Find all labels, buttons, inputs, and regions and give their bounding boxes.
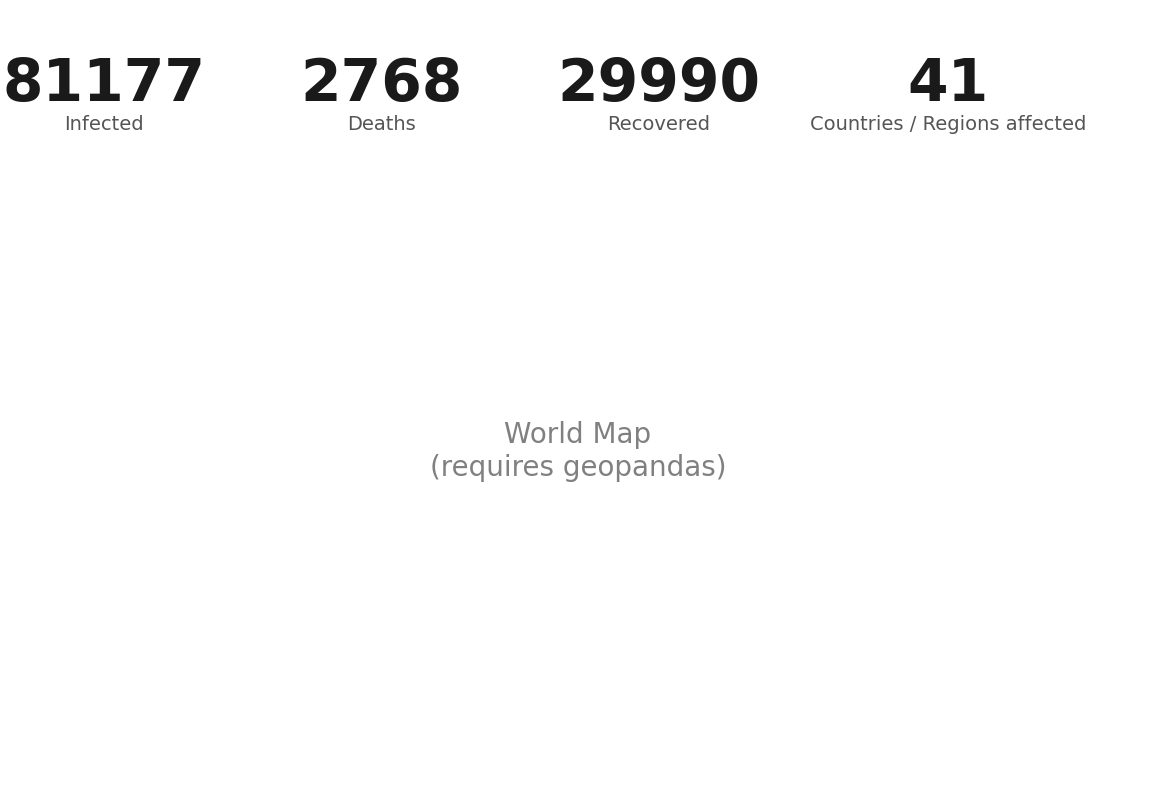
Text: Infected: Infected [65,115,143,134]
Text: World Map
(requires geopandas): World Map (requires geopandas) [430,421,726,481]
Text: Recovered: Recovered [607,115,711,134]
Text: 2768: 2768 [301,56,462,112]
Text: 29990: 29990 [557,56,761,112]
Text: Countries / Regions affected: Countries / Regions affected [809,115,1087,134]
Text: 41: 41 [907,56,988,112]
Text: Deaths: Deaths [347,115,416,134]
Text: 81177: 81177 [2,56,206,112]
